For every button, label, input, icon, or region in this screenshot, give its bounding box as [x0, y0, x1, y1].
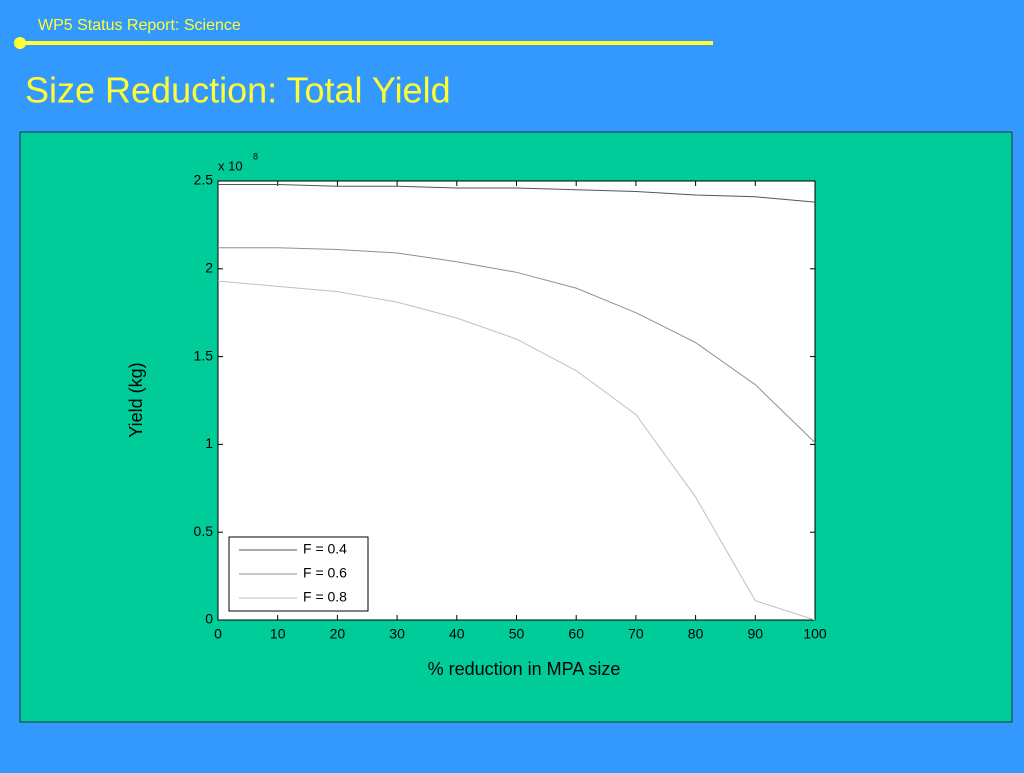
y-axis-label: Yield (kg) [126, 362, 146, 437]
x-tick-label: 50 [509, 626, 525, 642]
series-line [218, 184, 816, 203]
plot: 0 0.5 1 1.5 2 2.5 0 10 20 30 40 50 60 70 80 90 100 F = 0.… [194, 172, 827, 642]
x-axis-label: % reduction in MPA size [428, 659, 621, 679]
x-tick-label: 90 [748, 626, 764, 642]
x-tick-label: 60 [568, 626, 584, 642]
header: WP5 Status Report: Science [38, 17, 241, 34]
x-tick-label: 30 [389, 626, 405, 642]
y-tick-label: 0 [205, 611, 213, 627]
y-tick-label: 1 [205, 435, 213, 451]
x-tick-label: 70 [628, 626, 644, 642]
x-tick-label: 20 [330, 626, 346, 642]
y-tick-label: 2.5 [194, 172, 214, 188]
x-tick-label: 80 [688, 626, 704, 642]
header-dot [14, 37, 26, 49]
y-tick-label: 1.5 [194, 347, 214, 363]
y-tick-label: 0.5 [194, 523, 214, 539]
legend-label: F = 0.6 [303, 565, 347, 581]
y-tick-label: 2 [205, 260, 213, 276]
y-multiplier-exponent: 8 [253, 151, 258, 161]
x-tick-label: 10 [270, 626, 286, 642]
y-multiplier: x 10 [218, 158, 243, 173]
x-tick-label: 100 [803, 626, 827, 642]
legend-label: F = 0.8 [303, 589, 347, 605]
x-tick-label: 40 [449, 626, 465, 642]
slide-title: Size Reduction: Total Yield [25, 70, 451, 111]
series-line [217, 280, 816, 621]
series-line [218, 247, 816, 444]
x-tick-label: 0 [214, 626, 222, 642]
legend-label: F = 0.4 [303, 541, 347, 557]
